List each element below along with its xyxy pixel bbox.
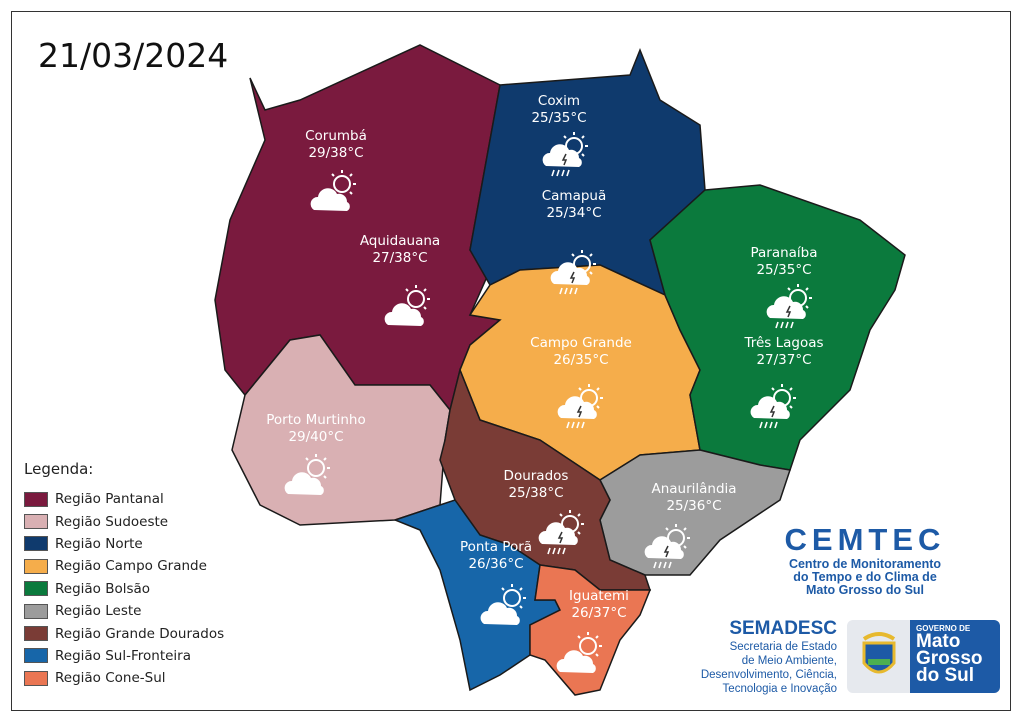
legend-item: Região Sul-Fronteira bbox=[24, 645, 224, 667]
legend-item: Região Grande Dourados bbox=[24, 622, 224, 644]
cemtec-subtitle: Centro de Monitoramento bbox=[788, 557, 942, 571]
legend-swatch bbox=[24, 603, 48, 619]
legend-label: Região Campo Grande bbox=[55, 558, 207, 575]
legend-swatch bbox=[24, 536, 48, 552]
region-pantanal bbox=[214, 44, 502, 412]
city-camapua: Camapuã 25/34°C bbox=[541, 188, 607, 221]
gov-line: Mato bbox=[916, 631, 961, 652]
legend-label: Região Sul-Fronteira bbox=[55, 647, 191, 664]
forecast-date: 21/03/2024 bbox=[38, 36, 229, 75]
city-paranaiba: Paranaíba 25/35°C bbox=[750, 245, 818, 278]
thunderstorm-icon bbox=[538, 130, 594, 180]
semadesc-title: SEMADESC bbox=[729, 618, 837, 639]
legend-swatch bbox=[24, 491, 48, 507]
legend-item: Região Leste bbox=[24, 600, 224, 622]
city-iguatemi: Iguatemi 26/37°C bbox=[569, 588, 629, 621]
legend-label: Região Pantanal bbox=[55, 491, 164, 508]
legend-label: Região Bolsão bbox=[55, 580, 151, 597]
legend-swatch bbox=[24, 626, 48, 642]
thunderstorm-icon bbox=[553, 382, 609, 432]
legend-label: Região Grande Dourados bbox=[55, 625, 225, 642]
legend-item: Região Norte bbox=[24, 533, 224, 555]
legend-label: Região Norte bbox=[55, 535, 143, 552]
semadesc-line: de Meio Ambiente, bbox=[741, 655, 837, 667]
legend-item: Região Pantanal bbox=[24, 488, 224, 510]
coat-of-arms-icon bbox=[847, 620, 910, 693]
thunderstorm-icon bbox=[534, 508, 590, 558]
gov-line: GOVERNO DE bbox=[916, 624, 971, 633]
legend-item: Região Cone-Sul bbox=[24, 667, 224, 689]
thunderstorm-icon bbox=[640, 522, 696, 572]
city-tres-lagoas: Três Lagoas 27/37°C bbox=[744, 335, 824, 368]
sun-cloud-icon bbox=[476, 582, 532, 632]
semadesc-logo: SEMADESC Secretaria de Estado de Meio Am… bbox=[680, 618, 837, 696]
sun-cloud-icon bbox=[552, 630, 608, 680]
legend-swatch bbox=[24, 581, 48, 597]
cemtec-title: CEMTEC bbox=[784, 522, 946, 557]
cemtec-subtitle: Mato Grosso do Sul bbox=[805, 583, 925, 597]
government-logo: GOVERNO DE Mato Grosso do Sul bbox=[847, 620, 1000, 693]
legend-swatch bbox=[24, 648, 48, 664]
sun-cloud-icon bbox=[306, 168, 362, 218]
semadesc-line: Tecnologia e Inovação bbox=[722, 683, 837, 695]
thunderstorm-icon bbox=[546, 248, 602, 298]
gov-line: do Sul bbox=[916, 665, 975, 686]
city-campo-grande: Campo Grande 26/35°C bbox=[530, 335, 632, 368]
legend-swatch bbox=[24, 514, 48, 530]
legend-swatch bbox=[24, 670, 48, 686]
cemtec-logo: CEMTEC Centro de Monitoramento do Tempo … bbox=[770, 522, 960, 597]
city-aquidauana: Aquidauana 27/38°C bbox=[359, 233, 441, 266]
legend-item: Região Sudoeste bbox=[24, 510, 224, 532]
legend-label: Região Sudoeste bbox=[55, 513, 169, 530]
city-anaurilandia: Anaurilândia 25/36°C bbox=[651, 481, 737, 514]
gov-line: Grosso bbox=[916, 648, 983, 669]
semadesc-line: Desenvolvimento, Ciência, bbox=[700, 669, 837, 681]
legend-title: Legenda: bbox=[24, 460, 94, 478]
sun-cloud-icon bbox=[380, 283, 436, 333]
sun-cloud-icon bbox=[280, 452, 336, 502]
legend-item: Região Bolsão bbox=[24, 578, 224, 600]
legend-item: Região Campo Grande bbox=[24, 555, 224, 577]
thunderstorm-icon bbox=[746, 382, 802, 432]
semadesc-line: Secretaria de Estado bbox=[729, 641, 837, 653]
city-dourados: Dourados 25/38°C bbox=[503, 468, 569, 501]
legend: Legenda: Região Pantanal Região Sudoeste R… bbox=[24, 460, 224, 690]
legend-swatch bbox=[24, 558, 48, 574]
cemtec-subtitle: do Tempo e do Clima de bbox=[793, 570, 937, 584]
city-corumba: Corumbá 29/38°C bbox=[305, 128, 367, 161]
city-porto-murtinho: Porto Murtinho 29/40°C bbox=[266, 412, 366, 445]
frame bbox=[11, 11, 1011, 711]
legend-label: Região Cone-Sul bbox=[55, 670, 166, 687]
legend-label: Região Leste bbox=[55, 603, 142, 620]
city-ponta-pora: Ponta Porã 26/36°C bbox=[459, 539, 533, 572]
city-coxim: Coxim 25/35°C bbox=[531, 93, 587, 126]
thunderstorm-icon bbox=[762, 282, 818, 332]
